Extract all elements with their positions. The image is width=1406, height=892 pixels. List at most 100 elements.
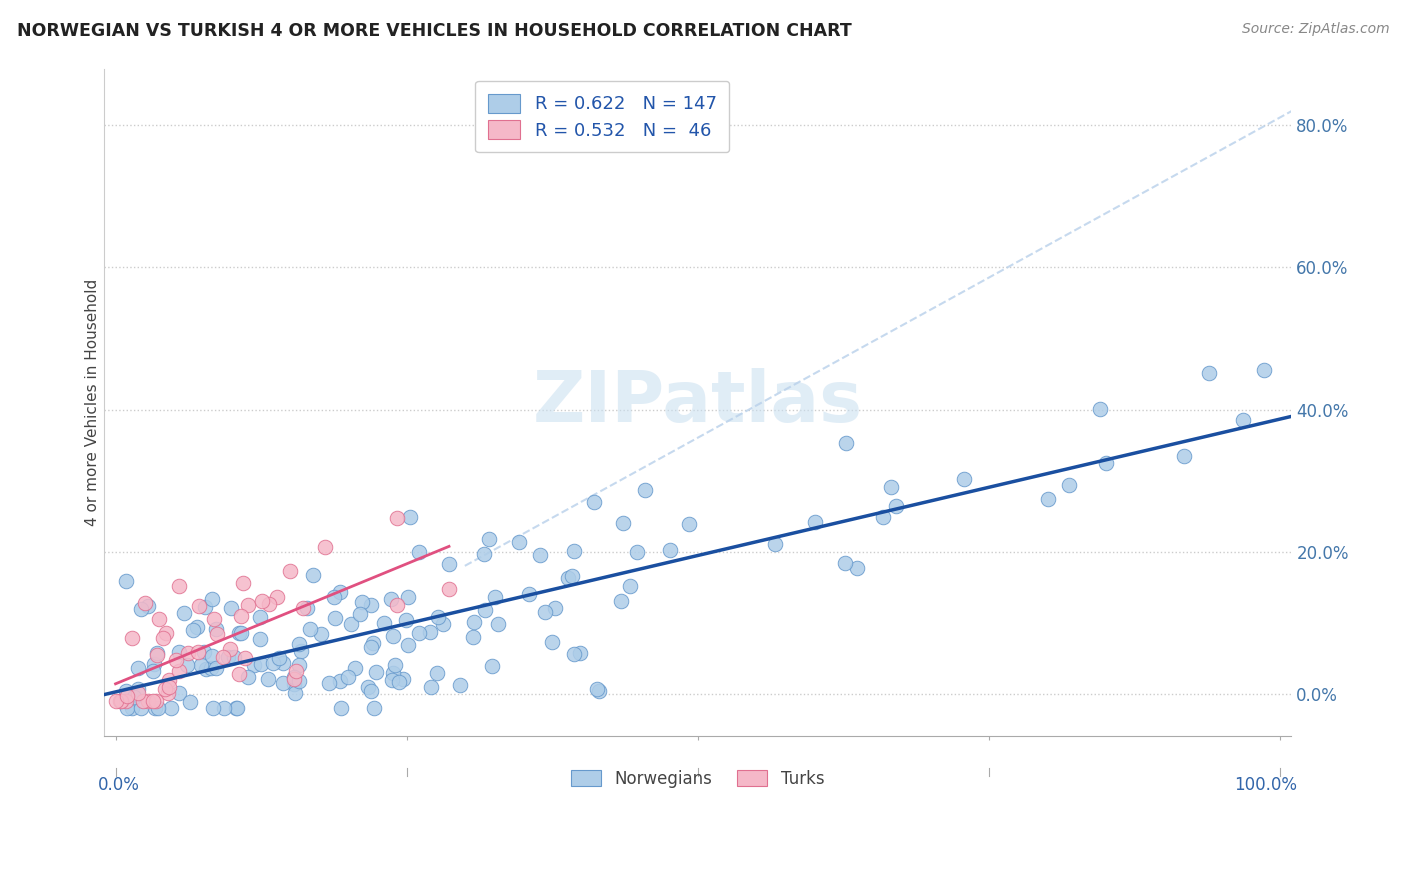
Point [561, 569, 583, 583]
Point [153, 681, 176, 696]
Point [217, 650, 239, 665]
Point [283, 677, 305, 691]
Point [385, 511, 408, 525]
Point [291, 600, 314, 615]
Point [290, 644, 312, 658]
Point [1173, 449, 1195, 463]
Point [562, 544, 585, 558]
Point [167, 579, 190, 593]
Point [225, 701, 247, 715]
Point [884, 499, 907, 513]
Point [156, 685, 179, 699]
Point [763, 537, 786, 551]
Point [200, 661, 222, 675]
Point [228, 625, 250, 640]
Point [232, 575, 254, 590]
Point [474, 603, 496, 617]
Point [437, 558, 460, 572]
Point [271, 657, 294, 671]
Point [259, 597, 281, 611]
Point [541, 634, 564, 648]
Point [202, 701, 225, 715]
Point [146, 701, 169, 715]
Point [544, 601, 567, 615]
Point [626, 544, 648, 558]
Point [187, 599, 209, 614]
Point [250, 657, 273, 672]
Point [392, 672, 415, 686]
Point [609, 594, 631, 608]
Point [110, 694, 132, 708]
Point [131, 694, 153, 708]
Point [278, 564, 301, 578]
Point [396, 638, 419, 652]
Point [336, 671, 359, 685]
Point [243, 658, 266, 673]
Point [269, 651, 291, 665]
Point [252, 594, 274, 608]
Point [146, 646, 169, 660]
Point [846, 561, 869, 575]
Point [205, 627, 228, 641]
Point [395, 613, 418, 627]
Point [121, 701, 143, 715]
Point [127, 686, 149, 700]
Point [437, 582, 460, 596]
Point [114, 683, 136, 698]
Point [361, 635, 384, 649]
Point [287, 674, 309, 689]
Point [658, 543, 681, 558]
Point [225, 701, 247, 715]
Point [408, 625, 430, 640]
Point [115, 701, 138, 715]
Point [557, 571, 579, 585]
Point [474, 547, 496, 561]
Point [129, 701, 152, 715]
Point [284, 665, 307, 679]
Point [167, 686, 190, 700]
Point [143, 657, 166, 671]
Legend: Norwegians, Turks: Norwegians, Turks [564, 764, 831, 795]
Point [449, 678, 471, 692]
Point [205, 622, 228, 636]
Point [222, 650, 245, 665]
Point [1095, 456, 1118, 470]
Point [283, 670, 305, 684]
Point [461, 630, 484, 644]
Point [1036, 492, 1059, 507]
Point [127, 682, 149, 697]
Point [588, 683, 610, 698]
Point [256, 672, 278, 686]
Point [432, 616, 454, 631]
Point [190, 657, 212, 672]
Point [115, 574, 138, 589]
Point [529, 548, 551, 562]
Point [201, 592, 224, 607]
Point [835, 436, 858, 450]
Point [486, 616, 509, 631]
Point [205, 661, 228, 675]
Point [381, 673, 404, 687]
Point [399, 510, 422, 524]
Point [382, 666, 405, 681]
Point [384, 657, 406, 672]
Point [179, 695, 201, 709]
Point [519, 587, 541, 601]
Text: 100.0%: 100.0% [1234, 776, 1298, 795]
Point [349, 607, 371, 621]
Point [329, 585, 352, 599]
Point [295, 600, 318, 615]
Point [127, 660, 149, 674]
Point [142, 694, 165, 708]
Text: NORWEGIAN VS TURKISH 4 OR MORE VEHICLES IN HOUSEHOLD CORRELATION CHART: NORWEGIAN VS TURKISH 4 OR MORE VEHICLES … [17, 22, 852, 40]
Point [136, 599, 159, 613]
Point [382, 629, 405, 643]
Point [121, 632, 143, 646]
Point [176, 658, 198, 673]
Point [302, 567, 325, 582]
Point [148, 612, 170, 626]
Point [177, 646, 200, 660]
Point [142, 665, 165, 679]
Point [1090, 401, 1112, 416]
Point [145, 694, 167, 708]
